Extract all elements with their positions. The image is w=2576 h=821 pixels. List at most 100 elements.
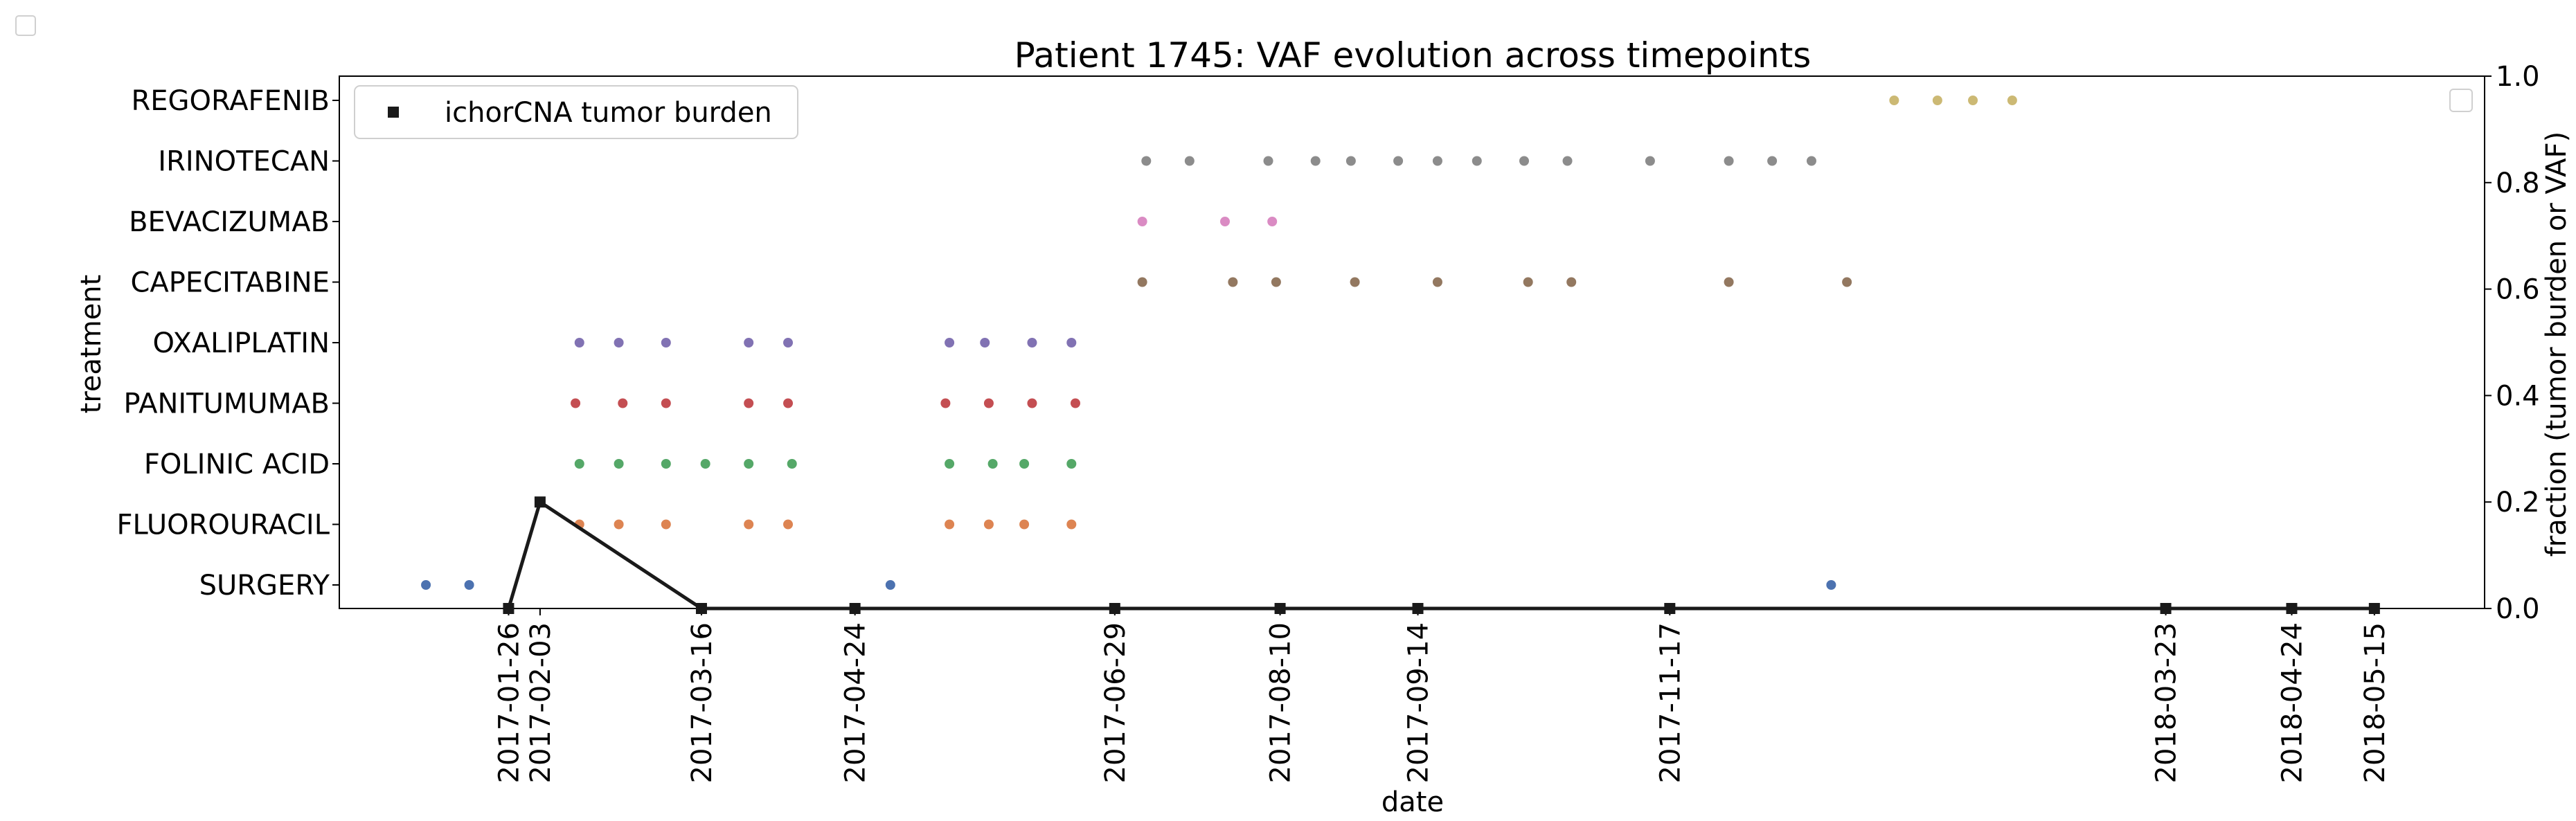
series-fluorouracil: [574, 519, 1077, 530]
x-tick-label: 2017-08-10: [1265, 622, 1297, 783]
y-tick-label: CAPECITABINE: [130, 267, 330, 299]
tumor-burden-line: [507, 499, 2374, 611]
treatment-point: [987, 459, 998, 469]
series-irinotecan: [1141, 156, 1816, 166]
tumor-burden-marker: [503, 603, 515, 614]
treatment-point: [1019, 459, 1030, 469]
chart-title: Patient 1745: VAF evolution across timep…: [1014, 35, 1812, 75]
treatment-point: [744, 398, 754, 408]
treatment-point: [1137, 217, 1147, 226]
series-surgery: [421, 580, 1836, 590]
treatment-point: [1141, 156, 1152, 166]
legend: ichorCNA tumor burden: [354, 85, 798, 139]
treatment-point: [1519, 156, 1530, 166]
treatment-point: [1184, 156, 1195, 166]
x-tick-label: 2017-09-14: [1403, 622, 1435, 783]
treatment-point: [744, 459, 754, 469]
treatment-point: [1645, 156, 1655, 166]
plot-area: SURGERY FLUOROURACIL FOLINIC ACID PANITUMUM…: [117, 61, 2540, 783]
treatment-point: [783, 398, 794, 408]
treatment-point: [1968, 96, 1978, 105]
treatment-point: [1767, 156, 1778, 166]
x-tick-label: 2017-02-03: [525, 622, 557, 783]
treatment-point: [983, 398, 994, 408]
series-folinic-acid: [574, 459, 1077, 469]
treatment-point: [1350, 277, 1360, 287]
tumor-burden-marker: [849, 603, 861, 614]
treatment-point: [945, 338, 955, 348]
empty-legend-box: [2449, 89, 2473, 112]
treatment-point: [661, 519, 671, 530]
treatment-point: [1271, 277, 1281, 287]
treatment-point: [1219, 217, 1230, 226]
y-tick-label: PANITUMUMAB: [124, 388, 330, 420]
series-capecitabine: [1137, 277, 1852, 287]
treatment-point: [1432, 277, 1442, 287]
x-tick-label: 2018-05-15: [2359, 622, 2391, 783]
treatment-point: [661, 398, 671, 408]
treatment-point: [1027, 338, 1037, 348]
y2-tick-label: 1.0: [2496, 61, 2540, 93]
treatment-point: [744, 338, 754, 348]
treatment-point: [1889, 96, 1899, 105]
treatment-point: [1310, 156, 1321, 166]
treatment-point: [787, 459, 797, 469]
treatment-point: [885, 580, 895, 590]
tumor-burden-marker: [1109, 603, 1120, 614]
treatment-point: [1066, 338, 1077, 348]
legend-label: ichorCNA tumor burden: [445, 97, 772, 129]
treatment-point: [1066, 459, 1077, 469]
treatment-point: [1826, 580, 1836, 590]
treatment-point: [421, 580, 431, 590]
treatment-point: [1566, 277, 1577, 287]
treatment-point: [1070, 398, 1080, 408]
treatment-point: [783, 338, 794, 348]
treatment-point: [744, 519, 754, 530]
x-tick-label: 2017-06-29: [1100, 622, 1132, 783]
y-tick-label: IRINOTECAN: [158, 146, 330, 178]
plot-frame: [339, 75, 2485, 609]
treatment-point: [618, 398, 628, 408]
treatment-point: [661, 338, 671, 348]
series-oxaliplatin: [574, 338, 1077, 348]
right-y-axis-label: fraction (tumor burden or VAF): [2541, 132, 2573, 557]
x-tick-label: 2018-04-24: [2276, 622, 2308, 783]
y-tick-label: SURGERY: [199, 570, 330, 602]
treatment-point: [1019, 519, 1030, 530]
treatment-point: [1724, 156, 1734, 166]
treatment-point: [614, 459, 624, 469]
treatment-point: [980, 338, 990, 348]
treatment-point: [1228, 277, 1238, 287]
y-tick-label: REGORAFENIB: [131, 85, 330, 117]
treatment-point: [1432, 156, 1442, 166]
treatment-point: [1263, 156, 1273, 166]
y-axis-label: treatment: [75, 275, 107, 414]
y2-tick-label: 0.6: [2496, 274, 2540, 306]
x-axis-label: date: [1381, 786, 1444, 818]
treatment-point: [783, 519, 794, 530]
treatment-point: [661, 459, 671, 469]
select-checkbox[interactable]: [15, 15, 36, 36]
tumor-burden-marker: [695, 603, 707, 614]
tumor-burden-marker: [534, 496, 546, 508]
y-tick-label: FOLINIC ACID: [144, 449, 330, 480]
treatment-point: [1523, 277, 1533, 287]
x-tick-label: 2018-03-23: [2151, 622, 2183, 783]
tumor-burden-marker: [2368, 603, 2380, 614]
treatment-point: [614, 519, 624, 530]
treatment-point: [1027, 398, 1037, 408]
treatment-point: [571, 398, 581, 408]
x-tick-label: 2017-11-17: [1654, 622, 1686, 783]
y2-tick-label: 0.4: [2496, 380, 2540, 412]
treatment-point: [1345, 156, 1356, 166]
treatment-point: [945, 519, 955, 530]
treatment-point: [574, 459, 584, 469]
x-tick-label: 2017-03-16: [686, 622, 718, 783]
treatment-point: [940, 398, 951, 408]
treatment-point: [2007, 96, 2017, 105]
tumor-burden-marker: [2286, 603, 2298, 614]
treatment-point: [983, 519, 994, 530]
tumor-burden-marker: [1664, 603, 1676, 614]
treatment-point: [1806, 156, 1816, 166]
treatment-point: [1932, 96, 1942, 105]
